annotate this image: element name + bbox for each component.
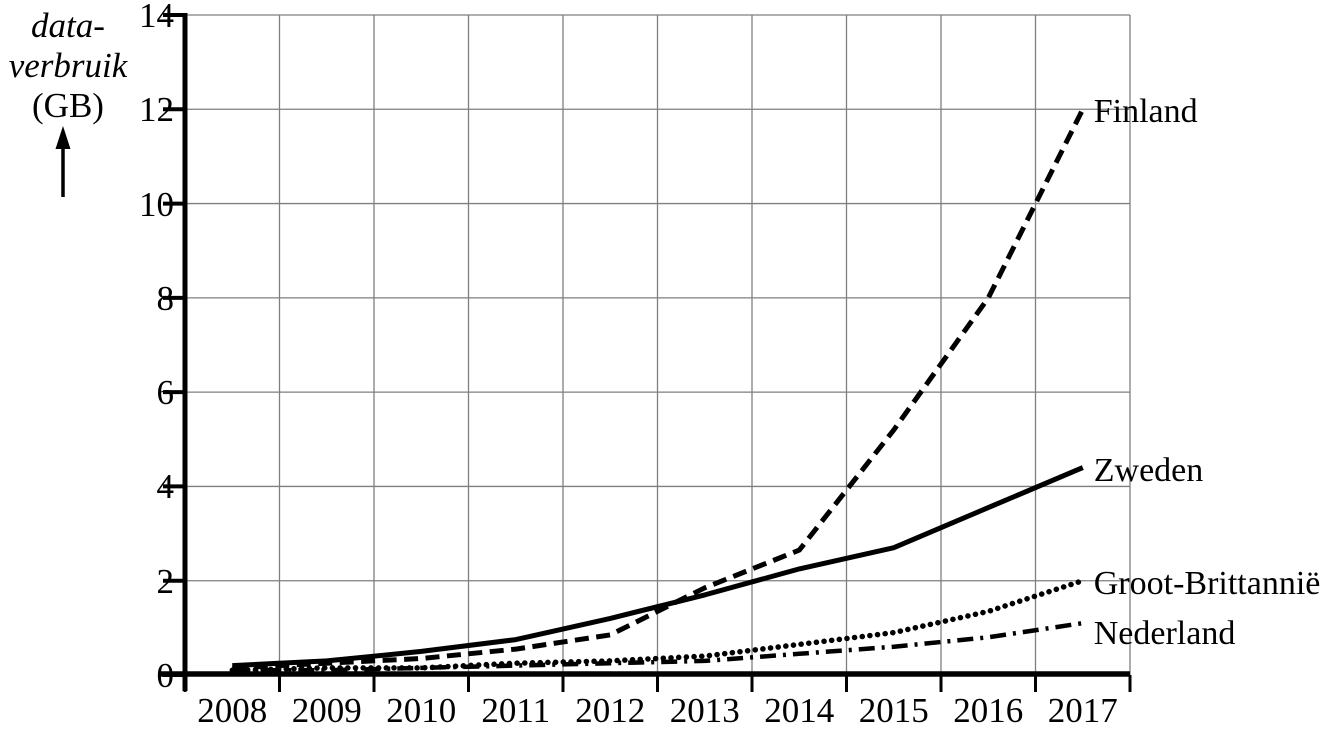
x-tick-label: 2009 xyxy=(291,691,362,730)
y-tick-label: 12 xyxy=(139,90,174,130)
y-tick-label: 8 xyxy=(156,278,175,318)
x-tick-label: 2016 xyxy=(953,691,1024,730)
x-tick-label: 2008 xyxy=(197,691,268,730)
series-line-1 xyxy=(232,465,1084,669)
y-tick-label: 2 xyxy=(156,561,175,601)
x-tick-label: 2012 xyxy=(575,691,646,730)
y-axis-title-line2: verbruik xyxy=(8,46,128,85)
x-tick-label: 2010 xyxy=(386,691,457,730)
y-tick-label: 10 xyxy=(139,184,174,224)
y-tick-label: 4 xyxy=(156,467,175,507)
x-tick-label: 2013 xyxy=(669,691,740,730)
y-axis-title-line3: (GB) xyxy=(32,86,104,125)
series-label-nederland: Nederland xyxy=(1093,615,1236,653)
y-axis-title: data- verbruik (GB) xyxy=(0,6,136,126)
x-tick-label: 2017 xyxy=(1047,691,1118,730)
y-tick-label: 14 xyxy=(139,0,174,35)
y-tick-label: 0 xyxy=(156,656,175,695)
series-label-groot-brittannie: Groot-Brittannië xyxy=(1093,564,1321,602)
series-line-2 xyxy=(229,577,1086,674)
series-line-3 xyxy=(232,620,1084,673)
series-label-zweden: Zweden xyxy=(1093,451,1204,489)
y-tick-label: 6 xyxy=(156,373,175,413)
x-tick-label: 2011 xyxy=(481,691,551,730)
y-axis-title-line1: data- xyxy=(31,6,105,45)
series-label-finland: Finland xyxy=(1093,93,1198,131)
series-line-0 xyxy=(232,108,1086,671)
x-tick-label: 2015 xyxy=(858,691,929,730)
x-tick-label: 2014 xyxy=(764,691,835,730)
up-arrow-head xyxy=(55,126,71,149)
